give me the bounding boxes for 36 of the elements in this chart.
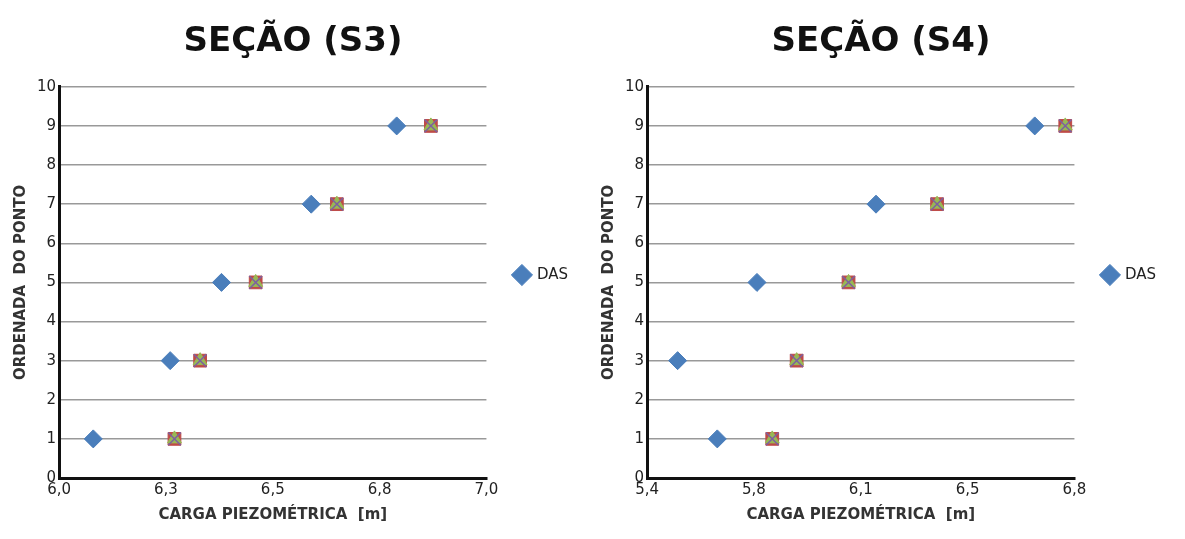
chart-title: SEÇÃO (S3)	[183, 19, 403, 60]
legend-label: DAS	[536, 264, 569, 283]
y-tick-label: 6	[634, 233, 645, 252]
x-tick-label: 6,3	[153, 479, 178, 498]
x-tick-label: 6,5	[260, 479, 285, 498]
y-tick-label: 5	[46, 272, 57, 291]
y-tick-label: 3	[46, 350, 57, 369]
chart-title: SEÇÃO (S4)	[771, 19, 991, 60]
y-tick-label: 4	[46, 311, 57, 330]
y-tick-label: 7	[46, 194, 57, 213]
x-tick-label: 5,8	[741, 479, 766, 498]
y-tick-label: 8	[634, 154, 645, 173]
y-axis-title: ORDENADA DO PONTO	[10, 184, 29, 381]
x-tick-label: 7,0	[474, 479, 499, 498]
x-tick-label: 6,8	[367, 479, 392, 498]
y-tick-label: 10	[624, 76, 645, 95]
x-tick-label: 6,5	[955, 479, 980, 498]
y-tick-label: 5	[634, 272, 645, 291]
x-tick-label: 6,1	[848, 479, 873, 498]
y-tick-label: 4	[634, 311, 645, 330]
x-axis-title: CARGA PIEZOMÉTRICA [m]	[746, 503, 976, 523]
legend-label: DAS	[1124, 264, 1157, 283]
y-tick-label: 8	[46, 154, 57, 173]
y-tick-label: 2	[634, 389, 645, 408]
y-axis-title: ORDENADA DO PONTO	[598, 184, 617, 381]
y-tick-label: 2	[46, 389, 57, 408]
y-tick-label: 7	[634, 194, 645, 213]
y-tick-label: 6	[46, 233, 57, 252]
y-tick-label: 1	[634, 428, 645, 447]
y-tick-label: 9	[634, 115, 645, 134]
y-tick-label: 10	[36, 76, 57, 95]
x-tick-label: 6,8	[1062, 479, 1087, 498]
y-tick-label: 1	[46, 428, 57, 447]
x-axis-title: CARGA PIEZOMÉTRICA [m]	[158, 503, 388, 523]
y-tick-label: 9	[46, 115, 57, 134]
y-tick-label: 3	[634, 350, 645, 369]
